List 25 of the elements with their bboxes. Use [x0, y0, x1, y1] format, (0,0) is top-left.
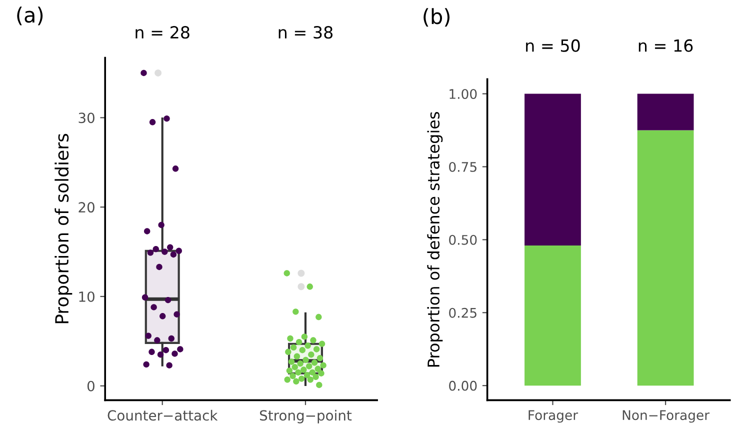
text: n = 38: [278, 26, 333, 39]
text: n = 16: [638, 39, 693, 52]
y-tick-label: 10: [79, 291, 94, 302]
x-tick-label: Non−Forager: [622, 410, 710, 423]
bar: [637, 130, 694, 386]
y-tick-label: 0.00: [449, 380, 477, 391]
bar: [524, 246, 581, 386]
x-tick-label: Forager: [528, 410, 578, 423]
y-tick-label: 0.25: [449, 308, 476, 318]
bar: [524, 94, 581, 246]
text: n = 50: [526, 39, 580, 52]
y-tick-label: 0.50: [449, 234, 477, 245]
y-tick-label: 0: [87, 380, 94, 392]
x-tick-label: Strong−point: [260, 410, 352, 424]
y-axis-title: Proportion of defence strategies: [427, 112, 443, 367]
y-tick-label: 0.75: [449, 162, 476, 172]
text: n = 28: [136, 26, 190, 39]
chart-title: (b): [424, 8, 450, 27]
y-tick-label: 30: [78, 112, 94, 124]
y-axis-title: Proportion of soldiers: [54, 134, 72, 324]
y-tick-label: 1.00: [450, 88, 477, 99]
x-tick-label: Counter−attack: [108, 410, 218, 421]
bar: [637, 94, 694, 130]
y-tick-label: 20: [78, 202, 94, 213]
chart-title: (a): [17, 6, 43, 26]
